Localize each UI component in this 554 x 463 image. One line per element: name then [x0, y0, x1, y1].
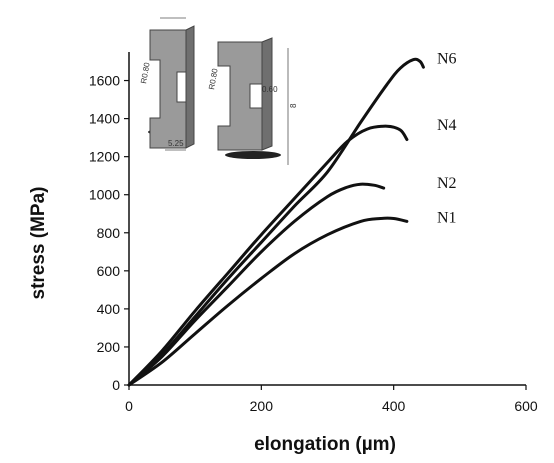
y-tick-label: 1400 — [89, 111, 120, 127]
series-group — [127, 57, 425, 387]
x-axis-title: elongation (µm) — [254, 434, 396, 455]
y-tick-label: 800 — [97, 225, 121, 241]
series-line-n1 — [127, 216, 409, 387]
y-tick-label: 1200 — [89, 149, 120, 165]
y-tick-label: 600 — [97, 263, 121, 279]
series-label-n4: N4 — [437, 117, 457, 134]
inset-dim-2: 5.25 — [168, 139, 184, 148]
x-tick-label: 0 — [125, 398, 133, 414]
inset-dim-3: R0.80 — [207, 67, 220, 90]
x-tick-label: 200 — [250, 398, 274, 414]
axes: 0 200 400 600 800 1000 1200 1400 1600 0 200 400 600 — [89, 52, 538, 414]
x-tick-label: 600 — [514, 398, 538, 414]
series-label-n6: N6 — [437, 51, 457, 68]
series-line-n2 — [127, 182, 386, 387]
y-tick-label: 200 — [97, 339, 121, 355]
series-label-n1: N1 — [437, 210, 457, 227]
specimen-inset: R0.80 5.25 R0.80 0.60 8 — [139, 17, 298, 165]
y-tick-label: 1000 — [89, 187, 120, 203]
y-tick-label: 0 — [112, 377, 120, 393]
x-tick-label: 400 — [382, 398, 406, 414]
inset-dim-4: 0.60 — [262, 85, 278, 94]
inset-dim-1: R0.80 — [139, 61, 152, 84]
y-axis-title: stress (MPa) — [28, 187, 49, 300]
inset-dim-5: 8 — [289, 103, 298, 108]
series-line-n4 — [127, 124, 409, 387]
series-line-n6 — [127, 57, 425, 387]
series-label-group: N1 N2 N4 N6 — [437, 51, 457, 227]
y-tick-label: 400 — [97, 301, 121, 317]
series-label-n2: N2 — [437, 175, 457, 192]
y-tick-label: 1600 — [89, 73, 120, 89]
